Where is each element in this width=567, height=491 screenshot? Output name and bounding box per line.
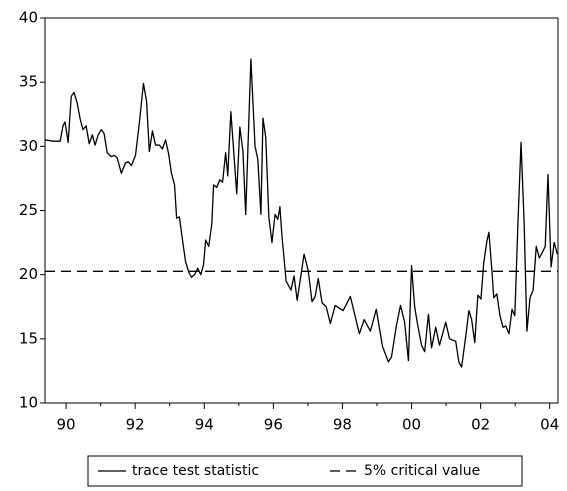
y-tick-label: 10 — [19, 394, 38, 412]
legend-box — [87, 455, 523, 487]
x-tick-label: 00 — [402, 416, 421, 434]
y-tick-label: 15 — [19, 329, 38, 347]
legend-label: trace test statistic — [132, 463, 259, 479]
x-tick-label: 92 — [126, 416, 145, 434]
x-tick-label: 98 — [333, 416, 352, 434]
x-tick-label: 90 — [57, 416, 76, 434]
data-line — [44, 58, 558, 368]
x-tick-label: 02 — [471, 416, 490, 434]
x-tick-label: 04 — [540, 416, 559, 434]
y-tick-label: 30 — [19, 137, 38, 155]
x-tick-label: 96 — [264, 416, 283, 434]
x-tick-label: 94 — [195, 416, 214, 434]
y-tick-label: 25 — [19, 201, 38, 219]
y-tick-label: 20 — [19, 265, 38, 283]
legend-label: 5% critical value — [364, 463, 480, 479]
y-tick-label: 40 — [19, 9, 38, 27]
y-tick-label: 35 — [19, 73, 38, 91]
plot-frame — [44, 17, 559, 404]
